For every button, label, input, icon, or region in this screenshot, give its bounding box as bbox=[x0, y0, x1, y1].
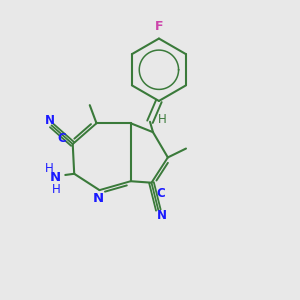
Text: N: N bbox=[157, 209, 167, 222]
Text: N: N bbox=[45, 114, 55, 127]
Text: F: F bbox=[155, 20, 163, 33]
Text: H: H bbox=[158, 113, 167, 126]
Text: H: H bbox=[45, 162, 54, 175]
Text: C: C bbox=[58, 133, 66, 146]
Text: N: N bbox=[49, 171, 61, 184]
Text: H: H bbox=[52, 183, 61, 196]
Text: N: N bbox=[92, 192, 104, 205]
Text: C: C bbox=[156, 187, 165, 200]
